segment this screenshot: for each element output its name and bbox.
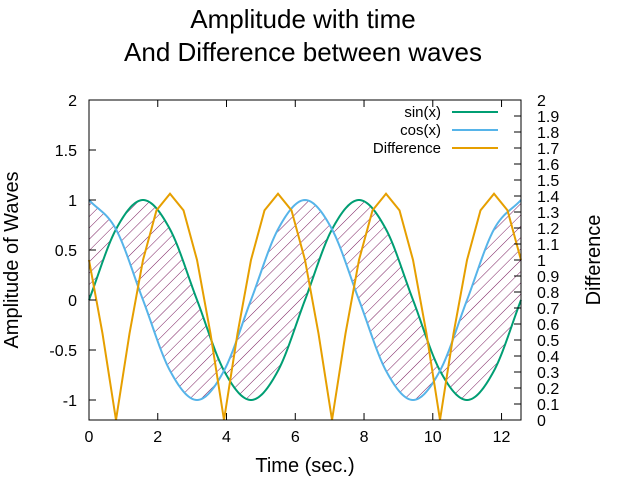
y2-tick-label: 0.3 <box>537 365 559 382</box>
y-axis-label: Amplitude of Waves <box>1 171 23 348</box>
x-tick-label: 6 <box>291 429 300 446</box>
y2-tick-label: 0.7 <box>537 301 559 318</box>
chart-title: Amplitude with time <box>190 4 415 34</box>
y-tick-label: 1 <box>68 193 77 210</box>
x-tick-label: 8 <box>360 429 369 446</box>
y2-tick-label: 0.6 <box>537 317 559 334</box>
series-line-sin <box>88 199 522 401</box>
legend-entry-cos-label: cos(x) <box>400 122 441 139</box>
y2-tick-label: 1 <box>537 253 546 270</box>
y-tick-label: 0 <box>68 293 77 310</box>
x-tick-label: 10 <box>424 429 442 446</box>
x-tick-label: 0 <box>85 429 94 446</box>
y2-tick-label: 0 <box>537 413 546 430</box>
y2-tick-label: 1.5 <box>537 173 559 190</box>
y2-tick-label: 0.4 <box>537 349 559 366</box>
y-tick-label: 2 <box>68 93 77 110</box>
series-line-difference <box>88 192 522 421</box>
legend-entry-sin-label: sin(x) <box>404 104 441 121</box>
y2-tick-label: 1.7 <box>537 141 559 158</box>
y2-tick-label: 0.8 <box>537 285 559 302</box>
y2-tick-label: 0.5 <box>537 333 559 350</box>
legend: sin(x)cos(x)Difference <box>373 104 498 157</box>
y2-tick-label: 0.2 <box>537 381 559 398</box>
y-tick-label: 1.5 <box>55 143 77 160</box>
axis-ticks: 0 2 4 6 8 10 1221.510.50-0.5-121.91.81.71.61.5… <box>49 93 559 446</box>
series-line-cos <box>88 198 522 402</box>
x-tick-label: 12 <box>493 429 511 446</box>
x-tick-label: 2 <box>153 429 162 446</box>
y2-tick-label: 1.6 <box>537 157 559 174</box>
y2-tick-label: 1.1 <box>537 237 559 254</box>
y2-axis-label: Difference <box>583 215 605 306</box>
y2-tick-label: 1.4 <box>537 189 559 206</box>
y2-tick-label: 0.9 <box>537 269 559 286</box>
y-tick-label: -0.5 <box>49 343 77 360</box>
y2-tick-label: 1.8 <box>537 125 559 142</box>
y2-tick-label: 1.3 <box>537 205 559 222</box>
y2-tick-label: 1.9 <box>537 109 559 126</box>
y2-tick-label: 0.1 <box>537 397 559 414</box>
plot-area <box>88 192 522 421</box>
x-tick-label: 4 <box>222 429 231 446</box>
x-axis-label: Time (sec.) <box>255 455 354 477</box>
y-tick-label: 0.5 <box>55 243 77 260</box>
y2-tick-label: 2 <box>537 93 546 110</box>
chart-subtitle: And Difference between waves <box>124 37 482 67</box>
legend-entry-difference-label: Difference <box>373 140 441 157</box>
y2-tick-label: 1.2 <box>537 221 559 238</box>
y-tick-label: -1 <box>63 393 77 410</box>
